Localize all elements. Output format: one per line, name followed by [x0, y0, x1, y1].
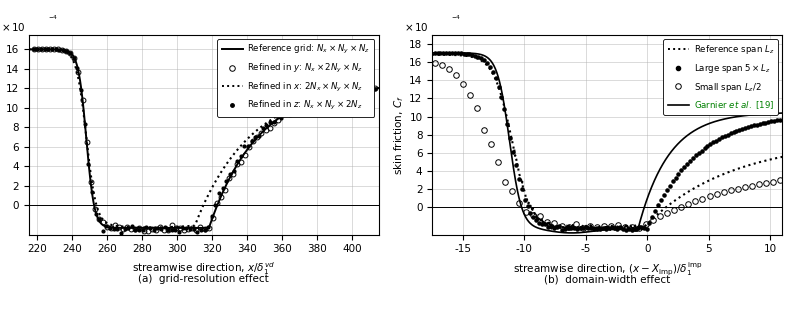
Legend: Reference grid: $N_x \times N_y \times N_z$, Refined in $y$: $N_x \times 2N_y \t: Reference grid: $N_x \times N_y \times N… — [217, 39, 374, 117]
Title: (b)  domain-width effect: (b) domain-width effect — [545, 275, 671, 285]
Text: $^{-4}$: $^{-4}$ — [48, 15, 58, 24]
X-axis label: streamwise direction, $(x - X_{\mathrm{imp}})/\delta_1^{\mathrm{imp}}$: streamwise direction, $(x - X_{\mathrm{i… — [513, 260, 702, 278]
Legend: Reference span $L_z$, Large span $5 \times L_z$, Small span $L_z/2$, Garnier $et: Reference span $L_z$, Large span $5 \tim… — [663, 39, 778, 115]
Y-axis label: skin friction, $C_f$: skin friction, $C_f$ — [392, 95, 407, 175]
Text: $\times\,10$: $\times\,10$ — [404, 21, 429, 33]
Text: $\times\,10$: $\times\,10$ — [1, 21, 25, 33]
X-axis label: streamwise direction, $x/\delta_1^{vd}$: streamwise direction, $x/\delta_1^{vd}$ — [132, 260, 275, 277]
Text: $^{-4}$: $^{-4}$ — [452, 15, 462, 24]
Title: (a)  grid-resolution effect: (a) grid-resolution effect — [138, 275, 269, 285]
